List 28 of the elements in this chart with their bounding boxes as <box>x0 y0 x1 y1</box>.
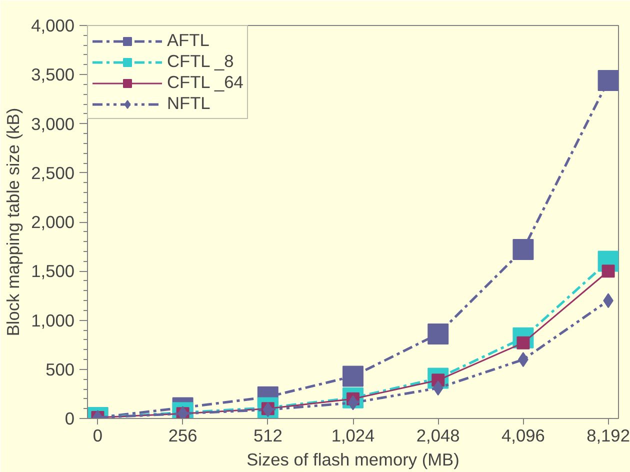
x-tick-label: 0 <box>92 426 103 446</box>
y-tick-label: 2,000 <box>31 212 75 232</box>
point <box>432 380 444 396</box>
point <box>512 239 534 260</box>
y-tick-label: 500 <box>46 359 75 380</box>
x-tick-label: 2,048 <box>416 426 460 446</box>
y-tick-label: 1,000 <box>31 310 75 330</box>
point <box>602 264 615 278</box>
x-axis-title: Sizes of flash memory (MB) <box>246 450 460 470</box>
legend-label: CFTL _8 <box>167 51 234 72</box>
y-tick-label: 1,500 <box>31 261 75 282</box>
x-tick-label: 1,024 <box>331 426 376 446</box>
point <box>428 324 449 345</box>
y-tick-label: 3,000 <box>31 114 75 134</box>
y-tick-label: 3,500 <box>31 64 75 85</box>
y-tick-label: 2,500 <box>31 162 75 183</box>
legend-label: AFTL <box>167 30 210 51</box>
legend-label: NFTL <box>167 93 210 114</box>
legend-label: CFTL _64 <box>167 72 244 93</box>
y-tick-label: 0 <box>64 408 75 428</box>
point <box>598 70 618 92</box>
y-axis-title: Block mapping table size (kB) <box>3 108 24 336</box>
point <box>342 366 364 387</box>
y-tick-label: 4,000 <box>31 16 75 36</box>
x-tick-label: 512 <box>253 426 282 446</box>
x-tick-label: 256 <box>168 426 198 446</box>
x-tick-label: 4,096 <box>502 426 545 446</box>
x-tick-label: 8,192 <box>586 426 630 446</box>
